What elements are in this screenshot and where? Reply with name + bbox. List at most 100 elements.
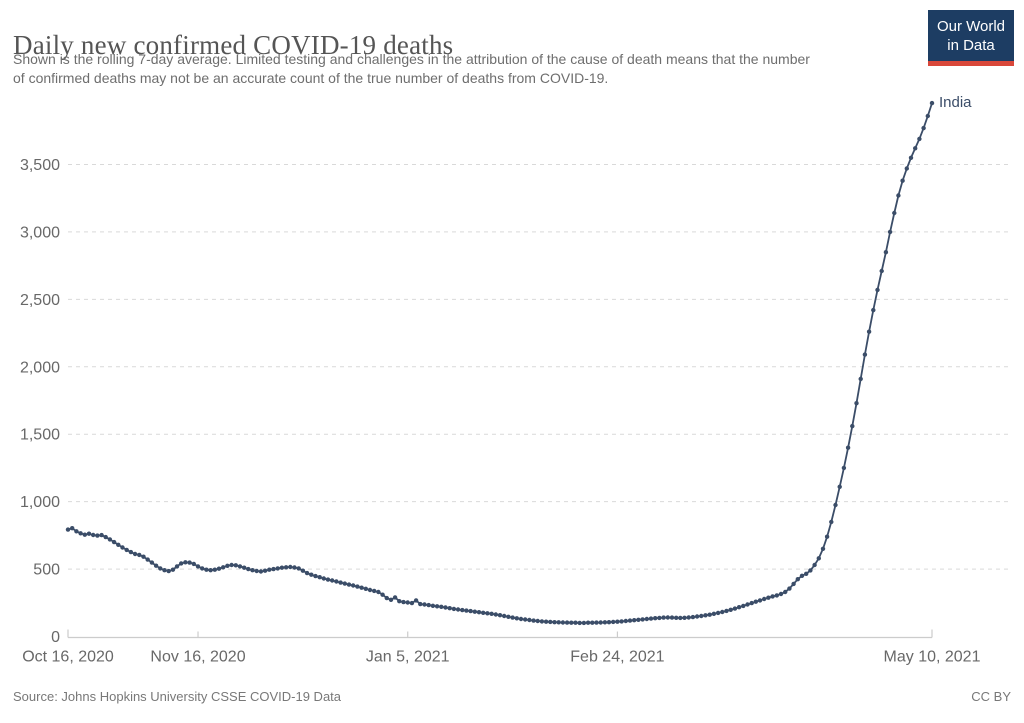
india-series-point [514, 616, 519, 621]
india-series-point [170, 567, 176, 572]
india-series-point [661, 615, 666, 620]
india-series-point [271, 566, 276, 572]
y-tick-label: 3,000 [20, 224, 60, 241]
chart-plot-area[interactable] [68, 95, 932, 637]
india-series-point [288, 564, 293, 570]
india-series-point [887, 229, 893, 235]
india-series-point [699, 613, 704, 619]
india-series-point [476, 610, 482, 615]
india-series-point [351, 583, 356, 588]
india-series-point [233, 563, 238, 568]
india-series-point [141, 554, 146, 559]
owid-logo-text: Our World in Data [928, 10, 1014, 61]
india-series-point [86, 531, 92, 536]
india-series-point [430, 603, 436, 608]
india-series-point [917, 136, 922, 142]
india-series-point [330, 578, 335, 583]
india-series-point [346, 582, 352, 587]
india-series-point [237, 564, 243, 569]
india-series-point [216, 566, 222, 571]
india-series-point [413, 598, 419, 603]
india-series-point [443, 605, 448, 610]
india-series-point [833, 502, 838, 508]
india-series-point [338, 580, 343, 585]
series-end-label: India [939, 94, 972, 111]
india-series-point [820, 546, 826, 551]
india-series-point [694, 614, 700, 619]
india-series-point [296, 566, 301, 571]
india-series-point [397, 599, 402, 604]
india-series-point [866, 329, 872, 334]
india-series-point [124, 547, 129, 553]
india-series-point [783, 589, 788, 595]
india-series-point [929, 100, 935, 106]
chart-subtitle-line1: Shown is the rolling 7-day average. Limi… [13, 51, 810, 67]
india-series-point [896, 193, 901, 198]
india-series-point [531, 618, 536, 623]
india-series-point [657, 615, 662, 621]
india-series-point [841, 465, 847, 471]
india-series-point [137, 552, 142, 558]
india-series-point [405, 600, 410, 605]
india-series-point [615, 619, 620, 624]
india-series-point [111, 539, 117, 545]
india-series-point [552, 620, 557, 625]
india-series-point [606, 620, 612, 625]
india-series-point [321, 576, 326, 581]
india-series-point [678, 615, 683, 621]
india-series-point [187, 560, 192, 565]
india-series-point [590, 620, 595, 625]
india-series-point [560, 620, 566, 625]
india-series-point [535, 618, 540, 624]
india-series-point [309, 572, 314, 577]
x-tick-label: Nov 16, 2020 [150, 649, 245, 666]
india-series-point [455, 607, 461, 612]
india-series-point [107, 537, 113, 542]
india-series-point [401, 599, 406, 605]
india-series-point [258, 569, 264, 574]
india-series-point [799, 573, 805, 578]
india-series-point [523, 617, 528, 622]
india-series-point [585, 620, 591, 625]
india-series-point [669, 615, 675, 620]
y-tick-label: 2,000 [20, 359, 60, 376]
india-series-point [623, 618, 628, 624]
india-series-point [179, 561, 184, 566]
india-series-point [900, 178, 905, 183]
india-series-point [439, 604, 444, 609]
india-series-point [242, 565, 247, 570]
india-series-point [149, 560, 155, 565]
india-series-point [363, 586, 368, 591]
x-tick-label: Jan 5, 2021 [366, 649, 450, 666]
india-series-point [183, 560, 188, 565]
india-series-point [611, 619, 616, 625]
india-series-point [325, 577, 331, 582]
india-series-point [703, 613, 708, 618]
india-series-point [372, 588, 377, 594]
india-series-point [787, 586, 792, 591]
india-series-point [279, 565, 285, 570]
india-series-point [262, 568, 268, 573]
india-series-point [925, 113, 930, 119]
india-series-point [158, 566, 163, 571]
india-series-point [464, 608, 469, 613]
india-series-point [665, 615, 670, 620]
india-series-point [481, 610, 486, 615]
india-series-point [355, 584, 360, 589]
india-series-point [292, 565, 297, 570]
y-tick-label: 3,500 [20, 157, 60, 174]
india-series-point [200, 566, 205, 571]
india-series-point [766, 595, 771, 600]
india-series-point [577, 620, 582, 626]
india-series-point [313, 573, 318, 579]
india-series-point [489, 611, 494, 616]
india-series-point [569, 620, 574, 625]
india-series-point [78, 531, 83, 536]
india-series-point [543, 619, 549, 624]
india-series-point [460, 607, 465, 613]
india-series-point [879, 268, 884, 274]
source-attribution: Source: Johns Hopkins University CSSE CO… [13, 689, 342, 704]
india-series-point [472, 609, 477, 614]
